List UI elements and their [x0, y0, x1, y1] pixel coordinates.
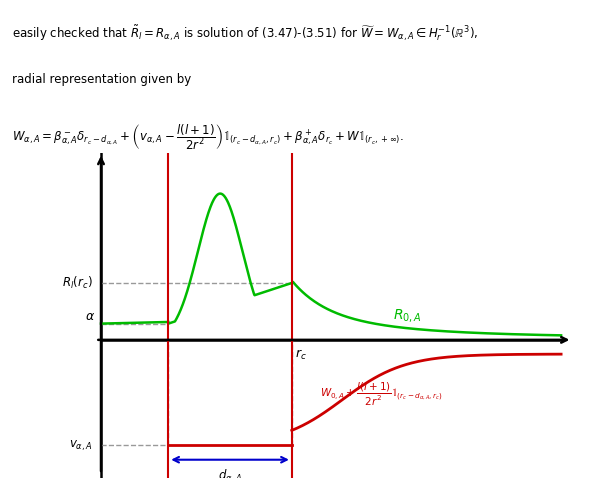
Text: $\alpha$: $\alpha$ — [85, 310, 95, 323]
Text: $d_{\alpha,A}$: $d_{\alpha,A}$ — [218, 468, 242, 478]
Text: radial representation given by: radial representation given by — [12, 74, 191, 87]
Text: $W_{0,A}+\dfrac{l(l+1)}{2r^2}\mathbb{1}_{(r_c-d_{\alpha,A},r_c)}$: $W_{0,A}+\dfrac{l(l+1)}{2r^2}\mathbb{1}_… — [320, 380, 442, 408]
Text: easily checked that $\tilde{R}_l = R_{\alpha,A}$ is solution of (3.47)-(3.51) fo: easily checked that $\tilde{R}_l = R_{\a… — [12, 23, 479, 43]
Text: $R_{0,A}$: $R_{0,A}$ — [393, 307, 422, 324]
Text: $W_{\alpha,A} = \beta^-_{\alpha,A}\delta_{r_c - d_{\alpha,A}} + \left(v_{\alpha,: $W_{\alpha,A} = \beta^-_{\alpha,A}\delta… — [12, 122, 404, 152]
Text: $R_l(r_c)$: $R_l(r_c)$ — [62, 275, 93, 291]
Text: $v_{\alpha,A}$: $v_{\alpha,A}$ — [69, 438, 93, 453]
Text: $r_c$: $r_c$ — [295, 348, 307, 362]
